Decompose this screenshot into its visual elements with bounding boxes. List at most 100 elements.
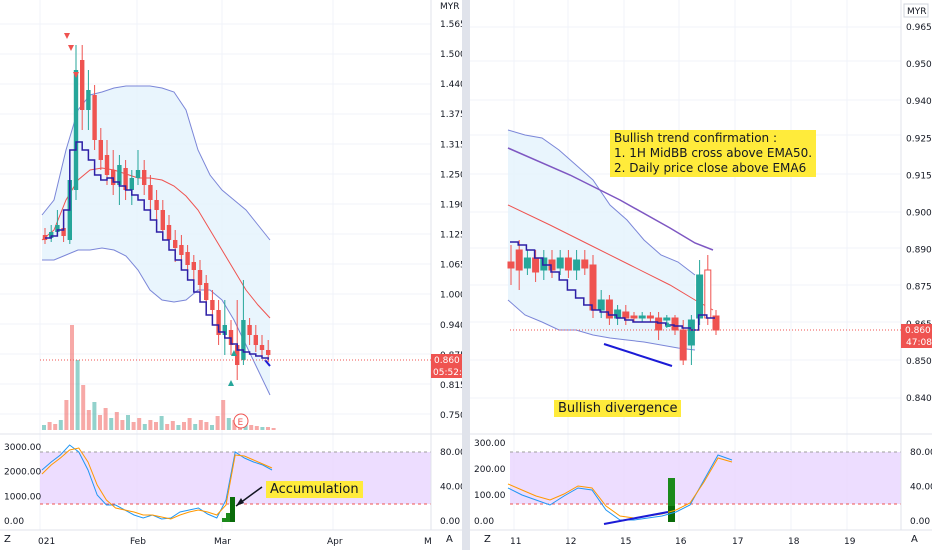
right-chart-canvas[interactable]: MYR 0.965 0.950 0.940 0.925 0.915 0.900 0.890 0… — [470, 0, 932, 550]
left-time-label: Apr — [327, 537, 343, 547]
volume-bar — [58, 420, 63, 430]
left-price-tick: 1.190 — [440, 200, 462, 210]
osc-bar — [668, 478, 675, 506]
candle-body — [135, 170, 141, 178]
volume-bar — [86, 410, 91, 430]
right-price-tick: 0.950 — [906, 60, 932, 70]
candle-body — [266, 350, 271, 355]
buy-signal-icon — [665, 322, 671, 327]
volume-bar — [266, 427, 270, 430]
earnings-badge-icon[interactable] — [233, 413, 249, 429]
candle-body — [123, 168, 128, 190]
left-countdown-bg — [431, 366, 462, 378]
left-zoom-button[interactable]: Z — [4, 534, 11, 545]
candle-body — [49, 232, 54, 238]
volume-bar — [226, 418, 231, 430]
right-time-label: 19 — [844, 537, 856, 547]
volume-bar — [53, 424, 58, 430]
osc-bar — [668, 506, 675, 522]
right-auto-scale-button[interactable]: A — [911, 534, 918, 545]
left-time-label: 021 — [38, 537, 55, 547]
left-price-tick: 1.500 — [440, 50, 462, 60]
bullish-divergence-callout: Bullish divergence — [554, 400, 682, 417]
candle-body — [197, 270, 203, 285]
candle-body — [222, 325, 227, 335]
volume-bar — [47, 422, 52, 430]
candle-body — [671, 317, 679, 331]
left-osc-rsi-tick: 40.00 — [440, 483, 462, 493]
volume-bar — [176, 425, 181, 430]
candle-body — [259, 345, 265, 350]
right-osc-line-orange — [507, 457, 733, 519]
right-price-tick: 0.940 — [906, 97, 932, 107]
volume-bar — [75, 360, 80, 430]
pane-splitter[interactable] — [462, 0, 470, 550]
volume-bar — [243, 424, 248, 430]
left-price-tick: 1.065 — [440, 261, 462, 271]
candle-body — [154, 200, 159, 210]
right-currency-box[interactable] — [903, 3, 929, 18]
candle-body — [556, 257, 564, 269]
volume-bar — [170, 421, 175, 430]
right-price-tick: 0.840 — [906, 394, 932, 404]
candle-body — [663, 317, 671, 321]
ema-line — [41, 167, 271, 319]
candle-body — [179, 245, 184, 255]
left-price-tag-bg — [431, 354, 462, 366]
candle-body — [173, 240, 178, 248]
right-time-axis[interactable]: 11 12 15 16 17 18 19 — [510, 537, 856, 547]
right-time-label: 16 — [675, 537, 687, 547]
candlesticks — [507, 240, 720, 365]
accumulation-callout: Accumulation — [266, 481, 363, 498]
candle-body — [589, 264, 597, 311]
candle-body — [630, 315, 638, 319]
left-rsi-band — [40, 452, 431, 504]
candle-body — [160, 210, 165, 230]
volume-bar — [148, 420, 153, 430]
volume-bar — [98, 415, 102, 430]
right-time-label: 18 — [788, 537, 800, 547]
right-price-tick: 0.850 — [906, 357, 932, 367]
left-time-axis[interactable]: 021 Feb Mar Apr M — [38, 537, 432, 547]
bollinger-band-fill — [42, 86, 270, 395]
signal-markers — [64, 33, 271, 386]
candle-body — [581, 259, 589, 269]
candle-body — [597, 299, 605, 311]
right-osc-rsi-axis[interactable]: 80.00 40.00 0.00 — [910, 448, 932, 527]
volume-bar — [142, 424, 147, 430]
candle-body — [655, 317, 663, 331]
volume-bar — [249, 425, 254, 430]
right-price-tick: 0.890 — [906, 246, 932, 256]
left-chart-canvas[interactable]: MYR 1.565 1.500 1.440 1.375 1.315 1.250 1.190 1… — [0, 0, 468, 550]
osc-bar — [222, 518, 226, 522]
right-countdown-bg — [901, 336, 932, 348]
candle-body — [515, 249, 523, 271]
right-osc-histogram — [668, 478, 675, 522]
volume-bar — [92, 402, 97, 430]
left-chart-pane[interactable]: MYR 1.565 1.500 1.440 1.375 1.315 1.250 1.190 1… — [0, 0, 468, 550]
sell-signal-icon — [64, 33, 70, 39]
right-chart-pane[interactable]: MYR 0.965 0.950 0.940 0.925 0.915 0.900 0.890 0… — [470, 0, 932, 550]
right-price-tick: 0.965 — [906, 23, 932, 33]
candle-body — [73, 70, 79, 190]
right-currency-label: MYR — [907, 7, 927, 17]
right-osc-rsi-tick: 40.00 — [910, 483, 932, 493]
candle-body — [148, 185, 153, 200]
candle-body — [117, 165, 122, 185]
left-price-tick: 1.440 — [440, 80, 462, 90]
earnings-badge-label: E — [238, 418, 244, 428]
right-osc-rsi-tick: 0.00 — [910, 517, 930, 527]
candle-body — [507, 261, 515, 269]
right-zoom-button[interactable]: Z — [484, 534, 491, 545]
left-price-tick: 1.125 — [440, 231, 462, 241]
left-countdown: 05:52:0 — [433, 368, 462, 378]
volume-bar — [254, 426, 259, 430]
candle-body — [622, 311, 630, 319]
volume-bar — [215, 416, 220, 430]
left-osc-rsi-axis[interactable]: 80.00 40.00 0.00 — [440, 448, 466, 527]
left-auto-scale-button[interactable]: A — [446, 534, 453, 545]
right-time-label: 15 — [620, 537, 631, 547]
right-time-label: 17 — [732, 537, 743, 547]
candle-body — [712, 315, 720, 331]
left-price-tick: 1.250 — [440, 170, 462, 180]
